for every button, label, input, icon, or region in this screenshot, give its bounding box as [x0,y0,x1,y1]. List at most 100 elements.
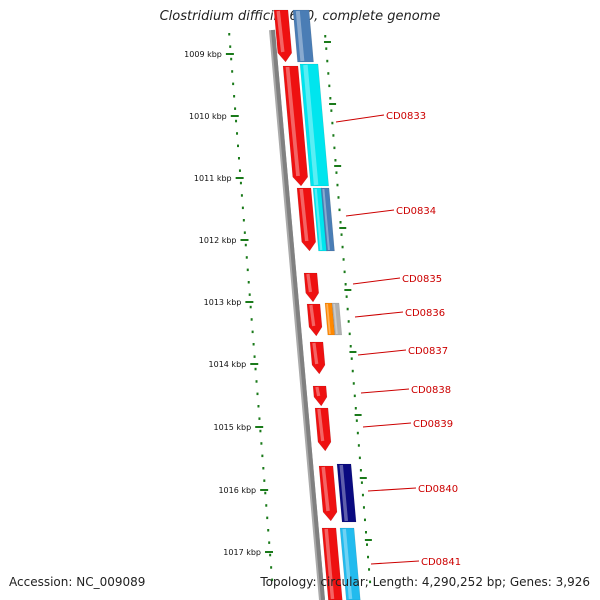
cds-block [318,465,338,522]
minor-tick-mark [269,553,272,557]
cds-block [309,341,326,375]
gene-callout-line [352,277,401,285]
minor-tick-mark [357,444,360,447]
minor-tick-mark [236,132,239,135]
cds-block [314,407,332,452]
category-block-shade [333,303,338,335]
minor-tick-mark [248,293,251,296]
gene-label: CD0841 [421,557,461,568]
category-block [299,63,329,187]
minor-tick-mark [350,357,353,360]
category-block-shade [303,64,319,186]
minor-tick-mark [349,345,352,348]
cds-block [296,187,316,252]
gene-callout-line [354,311,404,318]
minor-tick-mark [330,109,333,112]
gene-callout-line [345,209,395,217]
minor-tick-mark [245,256,248,259]
cds-block-shade [312,342,319,365]
minor-tick-mark [262,467,265,470]
category-block-shade [339,464,349,522]
minor-tick-mark [337,196,340,199]
minor-tick-mark [360,481,363,484]
minor-tick-mark [344,283,347,286]
cds-block-shade [285,66,300,177]
tick-label: 1011 kbp [194,174,232,183]
minor-tick-mark [238,169,241,172]
minor-tick-mark [338,208,341,212]
cds-block [312,385,328,407]
minor-tick-mark [230,57,233,61]
tick-label: 1010 kbp [189,112,227,121]
minor-tick-mark [331,121,334,125]
category-block-shade [295,10,305,62]
minor-tick-mark [367,555,370,559]
minor-tick-mark [242,219,245,222]
minor-tick-mark [347,320,350,323]
minor-tick-mark [369,580,372,584]
minor-tick-mark [328,84,331,88]
category-block [320,187,335,252]
minor-tick-mark [327,72,330,75]
minor-tick-mark [266,516,269,520]
minor-tick-mark [356,431,359,435]
gene-callout-line [362,422,412,428]
gene-callout-line [370,560,420,565]
category-block [339,527,361,600]
minor-tick-mark [234,107,237,110]
minor-tick-mark [247,281,250,284]
cds-block-shade [309,304,316,327]
minor-tick-mark [244,243,247,247]
minor-tick-mark [271,578,274,582]
cds-block-shade [299,188,309,242]
minor-tick-mark [346,307,349,311]
minor-tick-mark [237,157,240,160]
minor-tick-mark [253,355,256,358]
tick-label: 1009 kbp [184,50,222,59]
tick-label: 1012 kbp [199,236,237,245]
cds-block-shade [315,386,321,397]
gene-label: CD0840 [418,484,458,495]
minor-tick-mark [333,146,336,150]
minor-tick-mark [246,268,249,272]
minor-tick-mark [366,543,369,546]
minor-tick-mark [359,469,362,472]
gene-label: CD0833 [386,111,426,122]
minor-tick-mark [256,392,259,396]
minor-tick-mark [251,330,254,334]
minor-tick-mark [249,305,252,309]
category-block [336,463,357,523]
minor-tick-mark [353,394,356,398]
cds-block-shade [276,10,285,53]
minor-tick-mark [363,518,366,522]
category-block [331,302,343,336]
cds-block-shade [317,408,325,442]
minor-tick-mark [341,245,344,249]
minor-tick-mark [339,221,342,224]
minor-tick-mark [260,442,263,445]
minor-tick-mark [270,566,273,569]
minor-tick-mark [329,97,332,100]
minor-tick-mark [336,183,339,187]
minor-tick-mark [345,295,348,298]
minor-tick-mark [264,491,267,495]
cds-block-shade [324,528,335,600]
minor-tick-mark [254,367,257,371]
minor-tick-mark [261,454,264,458]
gene-label: CD0839 [413,419,453,430]
tick-label: 1017 kbp [223,548,261,557]
minor-tick-mark [352,382,355,385]
category-block-shade [342,528,353,600]
minor-tick-mark [268,541,271,544]
minor-tick-mark [259,429,262,433]
minor-tick-mark [241,206,244,210]
tick-label: 1014 kbp [209,360,247,369]
minor-tick-mark [348,332,351,336]
minor-tick-mark [335,171,338,174]
cds-block [306,303,323,337]
category-block-shade [326,303,331,335]
category-block-shade [314,188,323,251]
tick-label: 1015 kbp [213,423,251,432]
minor-tick-mark [257,405,260,408]
gene-label: CD0834 [396,206,436,217]
